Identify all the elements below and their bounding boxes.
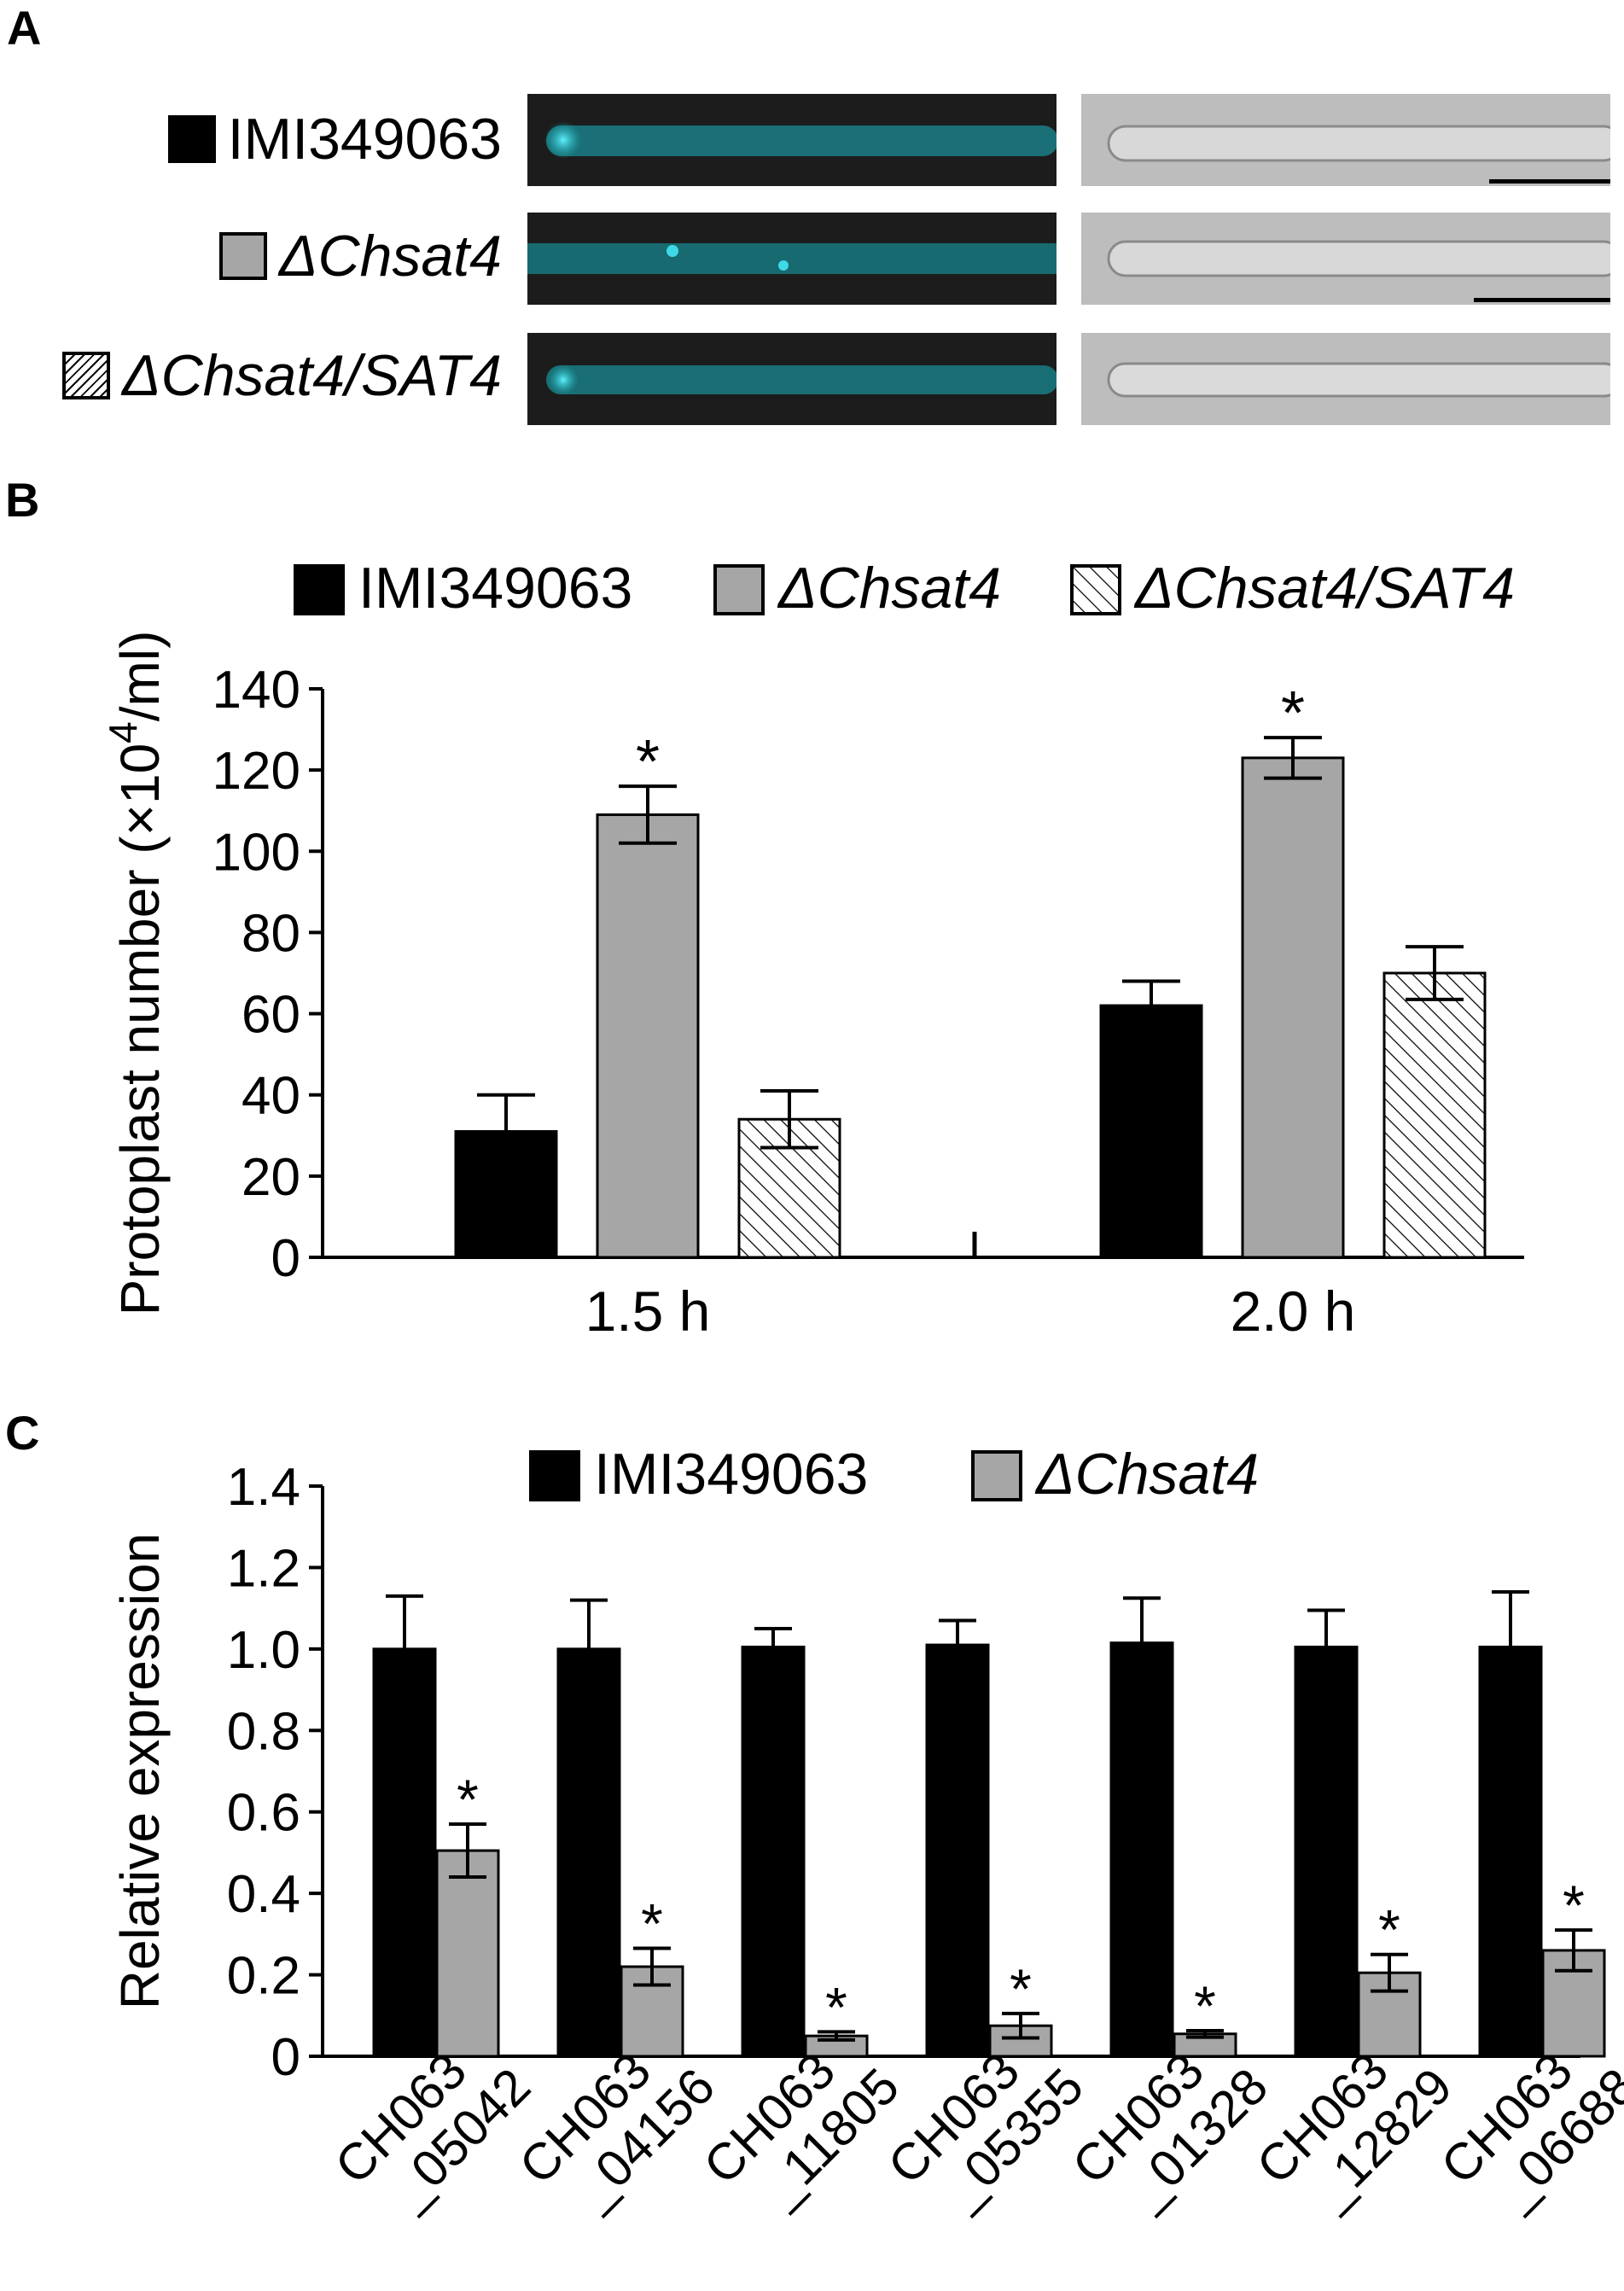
hypha-fluorescence-graphic	[527, 243, 1056, 274]
x-category-label: CH063_11805	[693, 2018, 910, 2235]
y-tick-label: 0.6	[227, 1784, 300, 1843]
bar	[596, 813, 700, 1259]
y-tick-label: 20	[242, 1148, 300, 1207]
dic-image-2	[1081, 213, 1622, 305]
y-tick-label: 0	[271, 1229, 300, 1288]
y-tick-label: 80	[242, 904, 300, 963]
micro-row-label-text: IMI349063	[227, 107, 502, 172]
x-category-label: CH063_04156	[509, 2018, 725, 2235]
x-category-label: CH063_01328	[1062, 2018, 1278, 2235]
hypha-fluorescence-graphic	[546, 364, 1058, 395]
y-tick-label: 1.4	[227, 1458, 300, 1517]
x-category-label: CH063_05042	[324, 2018, 541, 2235]
bar	[1241, 756, 1345, 1259]
significance-marker: *	[457, 1768, 479, 1831]
y-tick-label: 100	[212, 823, 300, 882]
x-category-label: CH063_12829	[1246, 2018, 1463, 2235]
y-axis-label: Protoplast number (×104/ml)	[101, 631, 171, 1316]
hypha-fluorescence-graphic	[544, 121, 1058, 159]
legend-label: IMI349063	[358, 556, 632, 621]
legend-swatch	[294, 564, 345, 615]
panel-letter-a: A	[7, 1, 42, 55]
legend-swatch-complemented	[62, 352, 110, 399]
y-tick-label: 140	[212, 661, 300, 720]
panel-letter-b: B	[5, 473, 39, 527]
legend-label: IMI349063	[594, 1442, 868, 1507]
fluorescence-image-2	[527, 213, 1056, 305]
y-tick-label: 0.2	[227, 1947, 300, 2006]
legend-swatch	[971, 1450, 1022, 1501]
significance-marker: *	[641, 1892, 663, 1956]
significance-marker: *	[1378, 1898, 1400, 1962]
y-tick-label: 1.2	[227, 1539, 300, 1598]
y-axis-label: Relative expression	[109, 1533, 171, 2010]
significance-marker: *	[1194, 1974, 1216, 2037]
micro-row-label-2: ΔChsat4	[218, 213, 502, 299]
bar	[1382, 971, 1487, 1259]
legend-swatch	[529, 1450, 580, 1501]
y-tick-label: 1.0	[227, 1621, 300, 1680]
legend-swatch-mutant	[218, 232, 267, 280]
scale-bar	[1489, 179, 1610, 184]
legend-label: ΔChsat4/SAT4	[1133, 556, 1515, 621]
y-tick-label: 120	[212, 742, 300, 801]
significance-marker: *	[1281, 679, 1305, 748]
bar	[1478, 1645, 1543, 2058]
hypha-dic-graphic	[1107, 240, 1622, 302]
bar	[741, 1645, 806, 2058]
micro-row-label-text: ΔChsat4/SAT4	[122, 343, 502, 408]
significance-marker: *	[636, 728, 660, 796]
x-category-label: 1.5 h	[585, 1280, 711, 1343]
bar	[435, 1849, 500, 2058]
dic-image-3	[1081, 333, 1622, 431]
panel-letter-c: C	[5, 1406, 39, 1460]
legend-swatch	[713, 564, 765, 615]
bar	[556, 1647, 621, 2058]
y-tick-label: 40	[242, 1067, 300, 1126]
scale-bar	[1474, 298, 1610, 302]
legend-swatch-wildtype	[167, 115, 216, 163]
x-category-label: CH063_05355	[877, 2018, 1094, 2235]
significance-marker: *	[825, 1975, 847, 2038]
bar	[1357, 1971, 1422, 2058]
bar	[1109, 1641, 1174, 2058]
micro-row-label-1: IMI349063	[167, 96, 502, 182]
y-tick-label: 0	[271, 2028, 300, 2087]
bar	[1294, 1645, 1359, 2058]
bar	[1099, 1004, 1203, 1259]
bar	[925, 1643, 990, 2058]
x-category-label: 2.0 h	[1231, 1280, 1356, 1343]
y-tick-label: 0.4	[227, 1865, 300, 1924]
micro-row-label-3: ΔChsat4/SAT4	[62, 333, 502, 418]
fluorescence-image-1	[527, 94, 1058, 186]
micro-row-label-text: ΔChsat4	[278, 224, 502, 289]
dic-image-1	[1081, 94, 1622, 186]
legend-label: ΔChsat4	[1034, 1442, 1259, 1507]
bar	[372, 1647, 437, 2058]
legend-label: ΔChsat4	[777, 556, 1001, 621]
y-tick-label: 0.8	[227, 1702, 300, 1761]
fluorescence-image-3	[527, 333, 1058, 425]
significance-marker: *	[1010, 1957, 1032, 2020]
significance-marker: *	[1563, 1874, 1585, 1937]
y-tick-label: 60	[242, 986, 300, 1045]
legend-swatch	[1070, 564, 1121, 615]
